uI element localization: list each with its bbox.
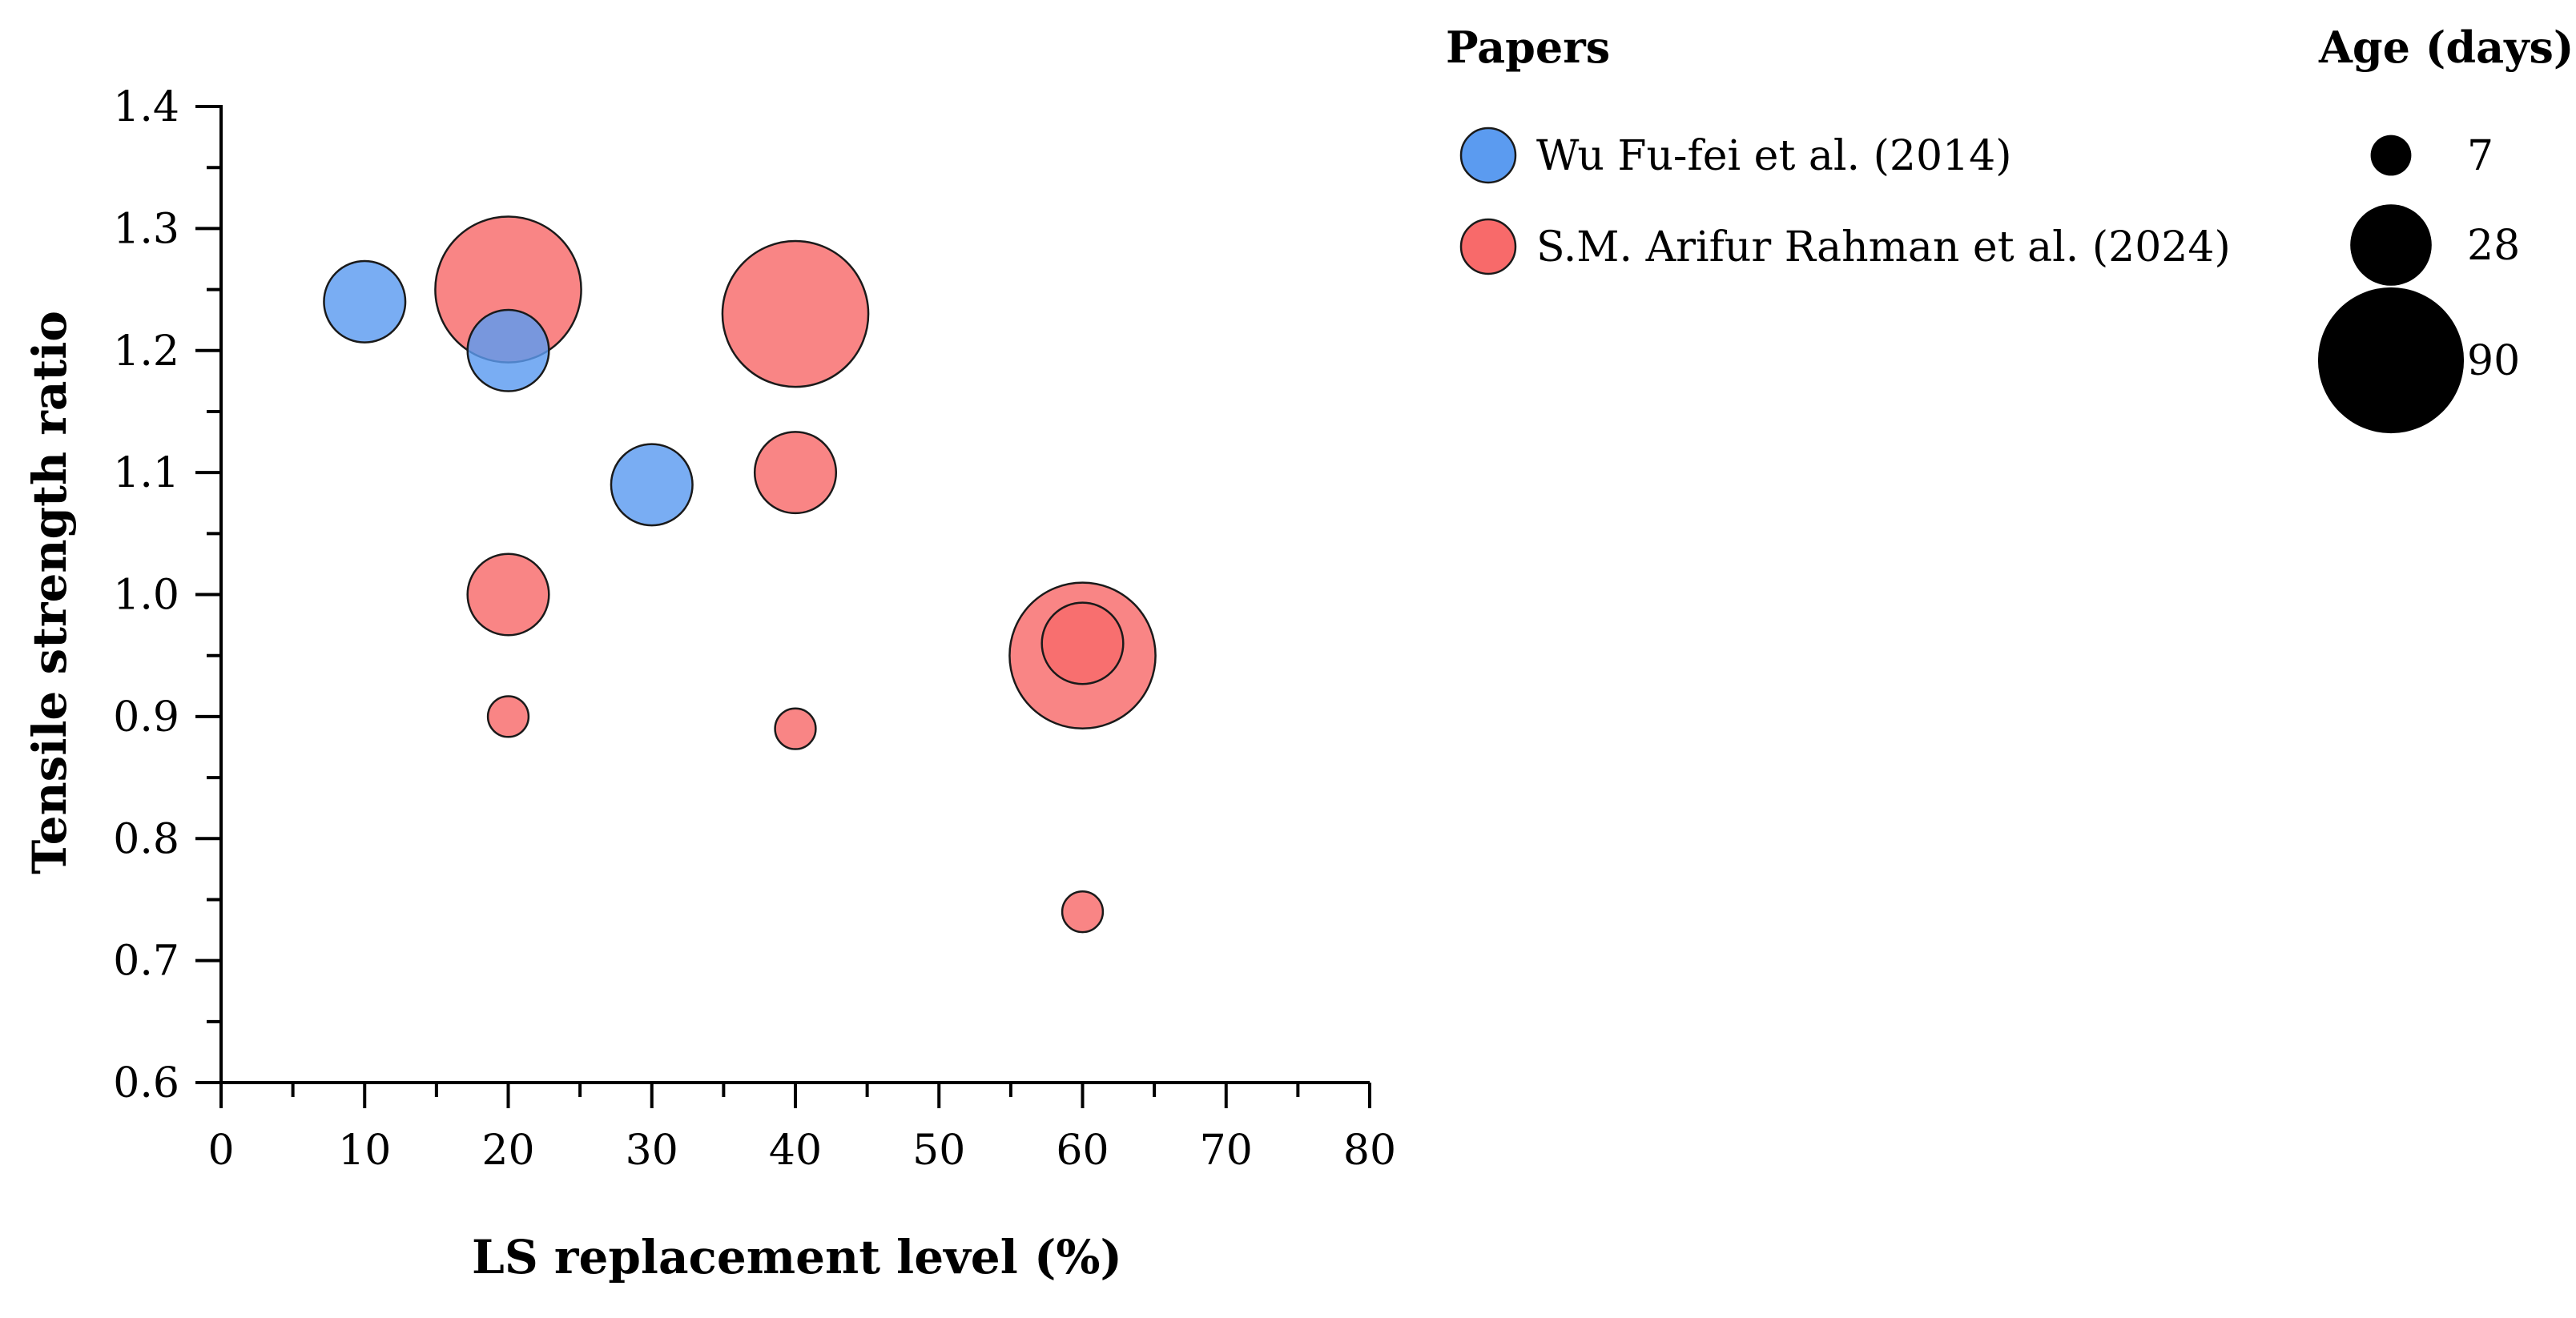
data-point-series-1: [610, 443, 694, 527]
x-tick-label: 60: [1056, 1127, 1109, 1175]
legend-label: Wu Fu-fei et al. (2014): [1536, 132, 2011, 180]
x-tick-label: 0: [207, 1127, 234, 1175]
axes: 0.6 0.7 0.8 0.9 1.0 1.1 1.2 1.3 1.4 0 10 20 30 40 50 60…: [113, 83, 1396, 1175]
x-tick-label: 20: [481, 1127, 534, 1175]
legend-swatch: [1459, 218, 1517, 275]
data-point-series-2: [721, 239, 870, 388]
data-points: [323, 215, 1157, 934]
legend-size-label: 28: [2467, 222, 2520, 270]
axis-titles: LS replacement level (%) Tensile strengt…: [22, 311, 1122, 1284]
x-tick-label: 70: [1200, 1127, 1253, 1175]
data-point-series-1: [323, 259, 407, 344]
legend-label: S.M. Arifur Rahman et al. (2024): [1536, 223, 2231, 271]
y-tick-label: 0.6: [113, 1059, 179, 1107]
y-tick-label: 1.3: [113, 205, 179, 253]
x-tick-label: 40: [769, 1127, 822, 1175]
data-point-series-2: [1061, 890, 1105, 934]
y-tick-label: 0.8: [113, 815, 179, 863]
data-point-series-2: [466, 553, 550, 637]
y-tick-label: 0.9: [113, 693, 179, 741]
data-point-series-2: [774, 707, 817, 750]
x-tick-label: 80: [1343, 1127, 1396, 1175]
y-tick-label: 1.2: [113, 327, 179, 376]
y-tick-label: 1.4: [113, 83, 179, 131]
legend-size-label: 90: [2467, 337, 2520, 385]
y-tick-label: 1.0: [113, 572, 179, 620]
legend-papers: Papers Wu Fu-fei et al. (2014) S.M. Arifu…: [1446, 22, 2231, 275]
legend-size-marker: [2317, 287, 2465, 434]
legend-age: Age (days) 7 28 90: [2317, 22, 2574, 434]
y-axis-title: Tensile strength ratio: [22, 311, 77, 874]
legend-size-marker: [2370, 135, 2412, 176]
y-tick-label: 0.7: [113, 938, 179, 986]
legend-papers-title: Papers: [1446, 22, 1610, 73]
x-tick-label: 50: [912, 1127, 965, 1175]
x-axis-title: LS replacement level (%): [472, 1230, 1122, 1284]
legend-swatch: [1459, 127, 1517, 184]
data-point-series-1: [466, 308, 550, 392]
y-tick-label: 1.1: [113, 449, 179, 497]
legend-size-label: 7: [2467, 132, 2493, 180]
x-tick-label: 30: [626, 1127, 678, 1175]
legend-age-title: Age (days): [2318, 22, 2574, 73]
x-tick-label: 10: [338, 1127, 391, 1175]
data-point-series-2: [753, 431, 838, 515]
data-point-series-2: [486, 695, 530, 738]
legend-size-marker: [2350, 204, 2432, 286]
data-point-series-2: [1040, 601, 1125, 685]
